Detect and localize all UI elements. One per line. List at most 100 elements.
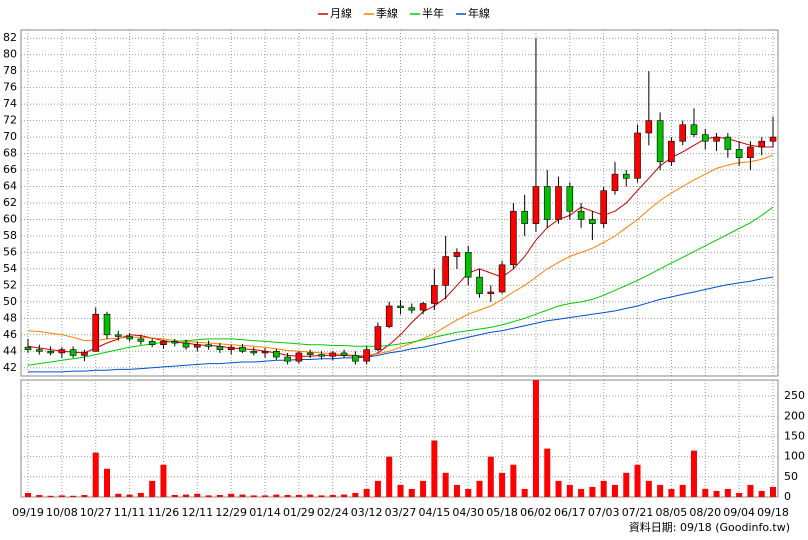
x-tick-label: 12/11 [181, 506, 213, 519]
volume-bar [634, 464, 641, 497]
y-tick-label: 56 [3, 245, 17, 258]
volume-bar [374, 480, 381, 497]
volume-bar [623, 472, 630, 497]
x-tick-label: 04/30 [452, 506, 484, 519]
y-tick-label: 60 [3, 212, 17, 225]
volume-bar [341, 494, 348, 497]
candle-body [160, 341, 167, 345]
y2-tick-label: 50 [784, 470, 798, 483]
candle-body [464, 252, 472, 278]
candle-body [329, 352, 337, 357]
candle-body [295, 352, 303, 362]
x-tick-label: 11/26 [148, 506, 180, 519]
volume-bar [70, 495, 77, 497]
volume-bar [318, 495, 325, 497]
x-tick-label: 10/08 [46, 506, 78, 519]
volume-bar [363, 488, 370, 497]
volume-bar [104, 468, 111, 497]
y-tick-label: 62 [3, 196, 17, 209]
candle-body [735, 149, 743, 158]
x-tick-label: 07/21 [622, 506, 654, 519]
volume-bar [284, 494, 291, 497]
y-tick-label: 48 [3, 311, 17, 324]
candle-body [24, 346, 32, 350]
volume-bar [273, 494, 280, 497]
volume-bar [521, 488, 528, 497]
candle-body [227, 346, 235, 350]
volume-bar [747, 484, 754, 497]
candle-body [487, 291, 495, 294]
x-tick-label: 09/04 [723, 506, 755, 519]
volume-bar [690, 450, 697, 497]
volume-bar [397, 484, 404, 497]
candle-body [171, 341, 179, 344]
volume-bar [442, 472, 449, 497]
y-tick-label: 70 [3, 130, 17, 143]
candle-body [261, 350, 269, 354]
candle-body [758, 140, 766, 148]
candle-body [532, 186, 540, 224]
volume-bar [262, 495, 269, 497]
x-tick-label: 09/19 [12, 506, 44, 519]
candle-body [397, 305, 404, 308]
candle-body [239, 346, 246, 352]
volume-panel [20, 379, 779, 498]
y-tick-label: 64 [3, 180, 17, 193]
y-tick-label: 66 [3, 163, 17, 176]
x-tick-label: 10/27 [80, 506, 112, 519]
y-tick-label: 82 [3, 31, 17, 44]
volume-bar [183, 494, 190, 497]
candle-body [92, 313, 100, 352]
volume-bar [329, 494, 336, 497]
x-tick-label: 07/03 [588, 506, 620, 519]
candle-body [668, 140, 675, 163]
candle-body [81, 351, 88, 356]
y2-tick-label: 150 [784, 429, 805, 442]
volume-bar [453, 484, 460, 497]
candle-body [58, 349, 66, 354]
volume-bar [25, 492, 31, 497]
y-tick-label: 58 [3, 229, 17, 242]
candle-body [284, 356, 291, 362]
x-tick-label: 03/12 [351, 506, 383, 519]
volume-bar [216, 494, 223, 497]
x-tick-label: 08/20 [689, 506, 721, 519]
y-tick-label: 68 [3, 147, 17, 160]
volume-bar [352, 492, 359, 497]
candle-body [431, 285, 438, 304]
candle-body [498, 264, 506, 293]
candle-body [374, 326, 382, 350]
candle-body [340, 352, 348, 356]
x-tick-label: 06/02 [520, 506, 552, 519]
x-tick-label: 01/14 [249, 506, 281, 519]
candle-body [476, 276, 483, 294]
candle-body [408, 307, 416, 311]
volume-bar [724, 488, 731, 497]
volume-bar [194, 493, 201, 497]
volume-bar [668, 488, 675, 497]
candle-body [318, 354, 325, 357]
legend-label: 半年 [422, 6, 444, 20]
legend-label: 年線 [468, 6, 490, 20]
volume-bar [160, 464, 167, 497]
legend: 月線 季線 半年 年線 [318, 6, 490, 20]
candle-body [622, 173, 630, 179]
candle-body [250, 350, 258, 354]
candle-body [363, 349, 370, 362]
candle-body [769, 136, 777, 142]
volume-bar [115, 493, 122, 497]
volume-bar [137, 492, 144, 497]
y-tick-label: 42 [3, 361, 17, 374]
volume-bar [702, 488, 709, 497]
volume-bar [386, 456, 393, 497]
candle-body [137, 338, 145, 342]
volume-bar [431, 440, 438, 497]
volume-bar [228, 493, 235, 497]
candle-body [419, 303, 427, 311]
candle-body [510, 210, 517, 266]
candle-body [690, 124, 698, 135]
y-tick-label: 44 [3, 344, 17, 357]
candle-body [194, 344, 201, 348]
volume-bar [770, 486, 776, 497]
volume-bar [657, 484, 664, 497]
